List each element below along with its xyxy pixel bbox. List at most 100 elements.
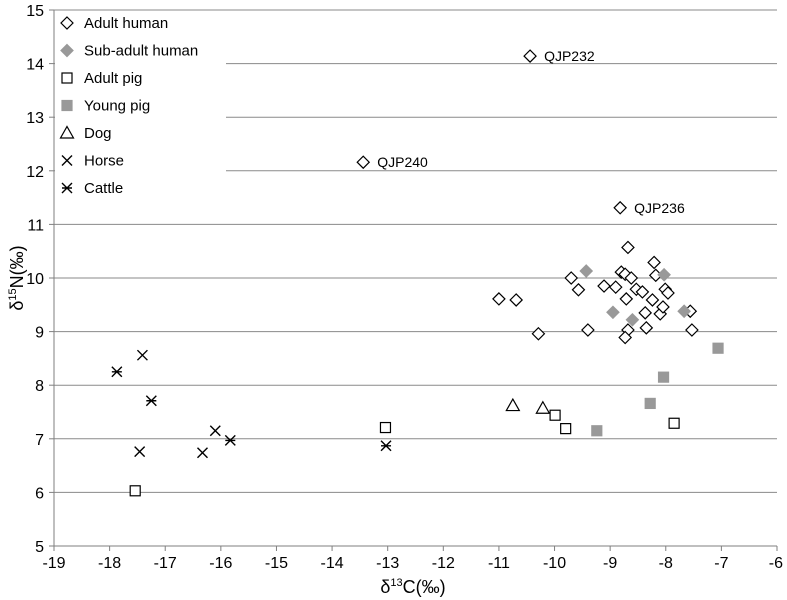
series-sub-adult-human: [579, 264, 691, 327]
legend-label-adult-pig: Adult pig: [84, 70, 142, 87]
legend-item-horse: Horse: [61, 153, 124, 170]
legend-marker-young-pig: [61, 99, 73, 112]
x-tick-label: -9: [603, 555, 617, 572]
point-adult-pig: [668, 417, 680, 429]
point-adult-human: [645, 293, 660, 307]
annotation-label: QJP232: [544, 48, 595, 64]
point-adult-human: [492, 292, 506, 306]
x-tick-label: -12: [432, 555, 455, 572]
point-young-pig: [644, 397, 656, 410]
legend-box: [55, 12, 226, 199]
point-adult-pig: [379, 421, 392, 434]
point-sub-adult-human: [606, 305, 620, 320]
legend-marker-adult-pig: [61, 72, 73, 84]
y-tick-label: 15: [26, 3, 44, 20]
point-adult-pig: [549, 409, 561, 421]
y-axis-label-suffix: N(‰): [7, 245, 27, 288]
legend-marker-dog: [59, 125, 75, 139]
y-tick-label: 6: [35, 485, 44, 502]
point-cattle: [380, 440, 392, 452]
data-points: [111, 49, 724, 497]
annotation-label: QJP236: [634, 200, 685, 216]
point-adult-human: [581, 323, 595, 337]
point-adult-pig: [129, 485, 141, 497]
x-axis-label-suffix: C(‰): [403, 577, 446, 597]
y-tick-label: 11: [27, 217, 44, 234]
x-tick-label: -11: [488, 555, 510, 572]
legend-label-horse: Horse: [84, 153, 124, 170]
point-dog: [535, 400, 551, 414]
x-axis-label-superscript: 13: [390, 577, 402, 589]
x-axis-label: δ13C(‰): [380, 577, 445, 597]
legend-item-adult-pig: Adult pig: [61, 70, 142, 87]
legend-item-dog: Dog: [59, 125, 112, 142]
legend-item-cattle: Cattle: [61, 180, 123, 197]
point-adult-human: [619, 292, 634, 306]
point-adult-human: [564, 271, 579, 285]
point-dog: [505, 397, 521, 412]
point-adult-human: [624, 271, 639, 285]
point-adult-human: [661, 286, 675, 300]
x-tick-label: -6: [769, 555, 783, 572]
point-adult-human: [597, 279, 611, 293]
point-sub-adult-human: [625, 312, 640, 327]
series-adult-pig: [129, 409, 680, 497]
point-horse: [134, 446, 146, 458]
x-tick-label: -16: [209, 555, 232, 572]
legend-item-sub-adult-human: Sub-adult human: [60, 43, 198, 60]
legend: Adult human Sub-adult human Adult pig Young…: [55, 12, 226, 199]
point-adult-human: [571, 282, 586, 297]
series-cattle: [111, 366, 392, 452]
x-tick-label: -8: [659, 555, 673, 572]
point-adult-human: [509, 293, 524, 307]
series-dog: [505, 397, 551, 414]
point-sub-adult-human: [579, 264, 594, 278]
point-adult-human: [638, 305, 653, 320]
point-adult-human: [621, 240, 635, 255]
annotation-label: QJP240: [377, 154, 428, 170]
axes: 15 14 13 12 11 10 9 8 7 6 5-19 -18 -17 -16 -15 -14 -13 -1…: [26, 3, 783, 572]
series-horse: [134, 349, 221, 459]
legend-label-sub-adult-human: Sub-adult human: [84, 43, 198, 60]
point-sub-adult-human: [677, 304, 691, 319]
legend-item-adult-human: Adult human: [60, 15, 168, 32]
x-tick-label: -10: [543, 555, 566, 572]
point-cattle: [111, 366, 123, 378]
legend-label-young-pig: Young pig: [84, 98, 150, 115]
y-tick-label: 9: [35, 325, 44, 342]
point-cattle: [224, 434, 236, 446]
series-adult-human: [356, 49, 699, 345]
y-tick-label: 13: [26, 110, 44, 127]
point-horse: [196, 447, 208, 459]
y-tick-label: 7: [35, 432, 44, 449]
legend-label-cattle: Cattle: [84, 180, 123, 197]
x-tick-label: -13: [376, 555, 399, 572]
y-tick-label: 12: [26, 164, 44, 181]
x-tick-label: -18: [98, 555, 121, 572]
point-adult-human: [635, 285, 650, 299]
legend-label-dog: Dog: [84, 125, 112, 142]
annotations: QJP232 QJP240 QJP236: [377, 48, 685, 216]
point-adult-human: [685, 323, 699, 337]
point-horse: [209, 425, 221, 437]
legend-marker-sub-adult-human: [60, 43, 74, 58]
y-tick-label: 10: [26, 271, 44, 288]
point-adult-human: [639, 320, 654, 335]
point-adult-human: [523, 49, 537, 63]
point-sub-adult-human: [657, 267, 671, 282]
x-axis-label-prefix: δ: [380, 577, 390, 597]
y-tick-label: 14: [26, 57, 44, 74]
y-axis-label-prefix: δ: [7, 301, 27, 311]
x-tick-label: -14: [321, 555, 344, 572]
point-cattle: [145, 395, 157, 407]
point-adult-human: [613, 200, 628, 215]
x-tick-label: -15: [265, 555, 288, 572]
point-adult-human: [656, 300, 670, 314]
y-axis-label-superscript: 15: [7, 288, 19, 300]
point-adult-human: [356, 155, 371, 170]
x-tick-label: -19: [42, 555, 65, 572]
x-tick-label: -17: [154, 555, 177, 572]
legend-label-adult-human: Adult human: [84, 15, 168, 32]
legend-marker-cattle: [61, 182, 73, 194]
